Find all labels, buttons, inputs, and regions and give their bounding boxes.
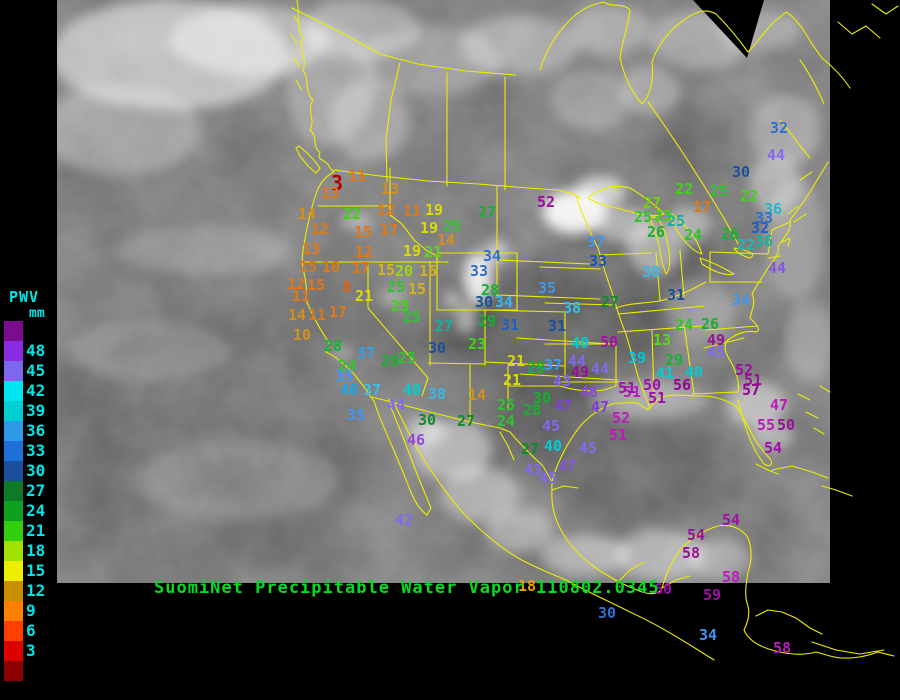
legend-value-label: 3	[26, 641, 36, 660]
legend-color-swatch	[4, 621, 23, 641]
legend-entry: 36	[3, 421, 65, 441]
legend-color-swatch	[4, 441, 23, 461]
missing-data-wedge	[693, 0, 764, 58]
legend-value-label: 36	[26, 421, 46, 440]
map-title: SuomiNet Precipitable Water Vapor 110802…	[154, 578, 660, 598]
legend-entry: 18	[3, 541, 65, 561]
legend-scale: 48 45 42 39 36 33 30 27 24 21 18 15 12 9 6 3	[3, 321, 65, 681]
legend-entry: 6	[3, 621, 65, 641]
legend-entry: 33	[3, 441, 65, 461]
legend-value-label: 33	[26, 441, 46, 460]
legend-value-label: 45	[26, 361, 46, 380]
legend-value-label: 24	[26, 501, 46, 520]
legend-entry: 9	[3, 601, 65, 621]
legend-value-label: 18	[26, 541, 46, 560]
legend-value-label: 27	[26, 481, 46, 500]
legend-color-swatch	[4, 361, 23, 381]
legend-entry: 12	[3, 581, 65, 601]
legend-color-swatch	[4, 601, 23, 621]
legend-value-label: 6	[26, 621, 36, 640]
legend-color-swatch	[4, 661, 23, 681]
legend-color-swatch	[4, 521, 23, 541]
legend-entry: 24	[3, 501, 65, 521]
legend-entry: 45	[3, 361, 65, 381]
legend-entry	[3, 321, 65, 341]
legend-value-label: 39	[26, 401, 46, 420]
legend-value-label: 21	[26, 521, 46, 540]
legend-color-swatch	[4, 541, 23, 561]
legend-entry: 42	[3, 381, 65, 401]
legend-value-label: 12	[26, 581, 46, 600]
map-borders	[290, 0, 899, 661]
legend-title: PWV	[9, 288, 40, 306]
legend-entry: 48	[3, 341, 65, 361]
legend-entry: 39	[3, 401, 65, 421]
legend-color-swatch	[4, 421, 23, 441]
legend-color-swatch	[4, 581, 23, 601]
legend-color-swatch	[4, 481, 23, 501]
legend-color-swatch	[4, 401, 23, 421]
pwv-legend: PWV mm 48 45 42 39 36 33 30 27 24 21 18 15 12 9 6 3	[3, 288, 65, 681]
legend-entry: 21	[3, 521, 65, 541]
legend-color-swatch	[4, 341, 23, 361]
legend-color-swatch	[4, 501, 23, 521]
legend-color-swatch	[4, 561, 23, 581]
legend-entry: 30	[3, 461, 65, 481]
legend-value-label: 42	[26, 381, 46, 400]
legend-unit-label: mm	[29, 306, 45, 321]
legend-value-label: 15	[26, 561, 46, 580]
legend-value-label: 30	[26, 461, 46, 480]
legend-color-swatch	[4, 641, 23, 661]
legend-entry: 3	[3, 641, 65, 661]
legend-entry	[3, 661, 65, 681]
legend-value-label: 9	[26, 601, 36, 620]
legend-color-swatch	[4, 321, 23, 341]
legend-entry: 27	[3, 481, 65, 501]
legend-color-swatch	[4, 461, 23, 481]
legend-entry: 15	[3, 561, 65, 581]
legend-color-swatch	[4, 381, 23, 401]
legend-value-label: 48	[26, 341, 46, 360]
